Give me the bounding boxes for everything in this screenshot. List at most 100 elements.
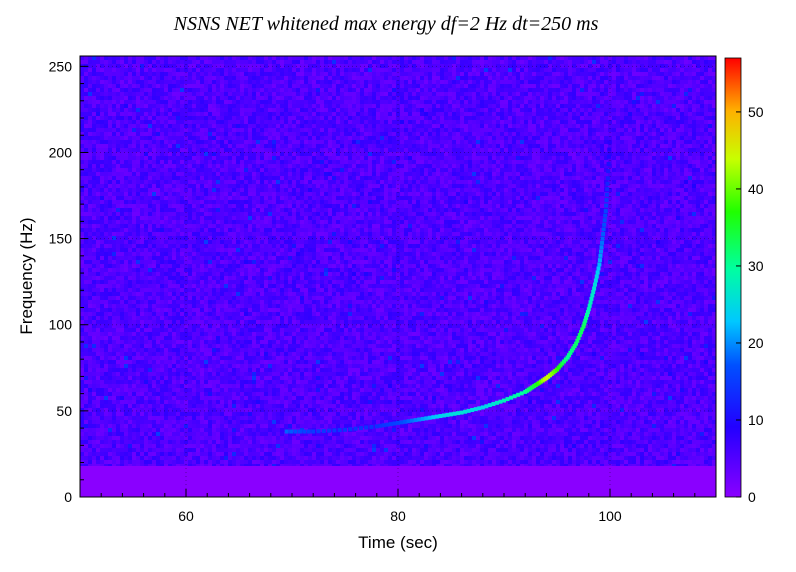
heatmap-cell: [212, 80, 216, 84]
heatmap-cell: [644, 144, 648, 148]
heatmap-cell: [620, 68, 624, 72]
heatmap-cell: [600, 132, 604, 136]
heatmap-cell: [244, 92, 248, 96]
heatmap-cell: [664, 144, 668, 148]
heatmap-cell: [104, 84, 108, 88]
heatmap-cell: [148, 72, 152, 76]
heatmap-cell: [472, 84, 476, 88]
heatmap-cell: [444, 64, 448, 68]
heatmap-cell: [584, 68, 588, 72]
heatmap-cell: [96, 180, 100, 184]
heatmap-cell: [560, 80, 564, 84]
heatmap-cell: [220, 76, 224, 80]
heatmap-cell: [628, 92, 632, 96]
heatmap-cell: [160, 88, 164, 92]
heatmap-cell: [692, 132, 696, 136]
heatmap-cell: [632, 120, 636, 124]
heatmap-cell: [704, 176, 708, 180]
heatmap-cell: [92, 148, 96, 152]
heatmap-cell: [600, 136, 604, 140]
heatmap-cell: [304, 160, 308, 164]
heatmap-cell: [340, 64, 344, 68]
heatmap-cell: [264, 160, 268, 164]
heatmap-cell: [620, 64, 624, 68]
heatmap-cell: [356, 140, 360, 144]
heatmap-cell: [372, 76, 376, 80]
heatmap-cell: [496, 164, 500, 168]
heatmap-cell: [212, 180, 216, 184]
heatmap-cell: [192, 128, 196, 132]
heatmap-cell: [580, 112, 584, 116]
heatmap-cell: [152, 108, 156, 112]
heatmap-cell: [668, 76, 672, 80]
heatmap-cell: [240, 104, 244, 108]
heatmap-cell: [288, 120, 292, 124]
heatmap-cell: [668, 128, 672, 132]
heatmap-cell: [572, 96, 576, 100]
heatmap-cell: [204, 120, 208, 124]
heatmap-cell: [404, 88, 408, 92]
heatmap-cell: [448, 88, 452, 92]
heatmap-cell: [600, 172, 604, 176]
heatmap-cell: [208, 140, 212, 144]
heatmap-cell: [116, 156, 120, 160]
heatmap-cell: [308, 76, 312, 80]
heatmap-cell: [288, 80, 292, 84]
heatmap-cell: [156, 164, 160, 168]
heatmap-cell: [680, 72, 684, 76]
heatmap-cell: [492, 56, 496, 60]
heatmap-cell: [472, 116, 476, 120]
heatmap-cell: [380, 72, 384, 76]
heatmap-cell: [400, 64, 404, 68]
heatmap-cell: [104, 176, 108, 180]
heatmap-cell: [472, 56, 476, 60]
heatmap-cell: [508, 56, 512, 60]
heatmap-cell: [488, 176, 492, 180]
heatmap-cell: [384, 96, 388, 100]
heatmap-cell: [432, 120, 436, 124]
heatmap-cell: [484, 100, 488, 104]
heatmap-cell: [552, 176, 556, 180]
heatmap-cell: [312, 92, 316, 96]
heatmap-cell: [652, 144, 656, 148]
heatmap-cell: [532, 160, 536, 164]
heatmap-cell: [692, 124, 696, 128]
heatmap-cell: [136, 156, 140, 160]
heatmap-cell: [104, 160, 108, 164]
heatmap-cell: [556, 112, 560, 116]
heatmap-cell: [564, 80, 568, 84]
heatmap-cell: [680, 96, 684, 100]
heatmap-cell: [476, 76, 480, 80]
heatmap-cell: [392, 152, 396, 156]
heatmap-cell: [396, 120, 400, 124]
heatmap-cell: [512, 156, 516, 160]
heatmap-cell: [464, 120, 468, 124]
heatmap-cell: [684, 132, 688, 136]
heatmap-cell: [616, 160, 620, 164]
heatmap-cell: [204, 148, 208, 152]
heatmap-cell: [388, 132, 392, 136]
heatmap-cell: [356, 108, 360, 112]
heatmap-cell: [508, 72, 512, 76]
heatmap-cell: [712, 160, 716, 164]
heatmap-cell: [256, 92, 260, 96]
heatmap-cell: [436, 124, 440, 128]
heatmap-cell: [628, 172, 632, 176]
heatmap-cell: [680, 76, 684, 80]
heatmap-cell: [556, 144, 560, 148]
heatmap-cell: [384, 168, 388, 172]
heatmap-cell: [364, 56, 368, 60]
heatmap-cell: [576, 92, 580, 96]
heatmap-cell: [236, 68, 240, 72]
heatmap-cell: [264, 148, 268, 152]
heatmap-cell: [292, 152, 296, 156]
heatmap-cell: [292, 80, 296, 84]
heatmap-cell: [412, 76, 416, 80]
heatmap-cell: [352, 172, 356, 176]
heatmap-cell: [188, 148, 192, 152]
heatmap-cell: [696, 68, 700, 72]
heatmap-cell: [240, 180, 244, 184]
heatmap-cell: [704, 72, 708, 76]
heatmap-cell: [216, 56, 220, 60]
heatmap-cell: [140, 168, 144, 172]
